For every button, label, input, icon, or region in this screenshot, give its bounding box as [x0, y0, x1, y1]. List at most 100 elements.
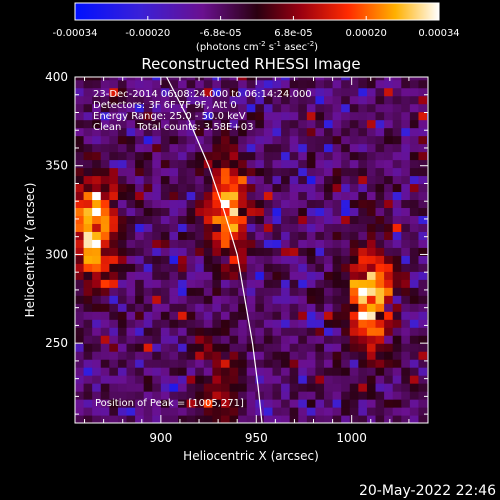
- heatmap-cell: [306, 119, 317, 129]
- heatmap-cell: [281, 247, 291, 256]
- heatmap-cell: [375, 359, 385, 368]
- heatmap-cell: [281, 231, 291, 240]
- heatmap-cell: [332, 407, 342, 416]
- heatmap-cell: [324, 335, 334, 344]
- heatmap-cell: [246, 415, 256, 423]
- heatmap-cell: [92, 319, 102, 328]
- heatmap-cell: [289, 95, 299, 105]
- heatmap-cell: [366, 135, 377, 145]
- heatmap-cell: [358, 311, 368, 320]
- peak-position-label: Position of Peak = [1005,271]: [95, 398, 244, 409]
- heatmap-cell: [332, 199, 342, 209]
- heatmap-cell: [306, 311, 317, 320]
- heatmap-cell: [109, 367, 119, 376]
- heatmap-cell: [358, 367, 368, 376]
- heatmap-cell: [349, 335, 359, 344]
- heatmap-cell: [272, 247, 282, 256]
- heatmap-cell: [281, 303, 291, 312]
- heatmap-cell: [409, 247, 420, 256]
- heatmap-cell: [409, 311, 420, 320]
- heatmap-cell: [117, 239, 128, 248]
- heatmap-cell: [83, 95, 93, 105]
- heatmap-cell: [246, 79, 256, 89]
- heatmap-cell: [220, 207, 231, 216]
- heatmap-cell: [375, 167, 385, 177]
- heatmap-cell: [220, 95, 231, 105]
- heatmap-cell: [126, 239, 136, 248]
- heatmap-cell: [341, 287, 351, 296]
- heatmap-cell: [195, 127, 205, 137]
- heatmap-cell: [289, 263, 299, 272]
- heatmap-cell: [203, 119, 213, 129]
- heatmap-cell: [255, 183, 265, 193]
- heatmap-cell: [92, 87, 102, 97]
- heatmap-cell: [324, 191, 334, 201]
- heatmap-cell: [341, 167, 351, 177]
- heatmap-cell: [392, 167, 402, 177]
- heatmap-cell: [332, 279, 342, 288]
- heatmap-cell: [178, 167, 188, 177]
- heatmap-cell: [212, 383, 222, 392]
- heatmap-cell: [255, 199, 265, 209]
- heatmap-cell: [83, 127, 93, 137]
- heatmap-cell: [109, 391, 119, 400]
- heatmap-cell: [409, 415, 420, 423]
- heatmap-cell: [272, 415, 282, 423]
- heatmap-cell: [83, 119, 93, 129]
- heatmap-cell: [358, 231, 368, 240]
- heatmap-cell: [409, 327, 420, 336]
- heatmap-cell: [143, 199, 153, 209]
- heatmap-cell: [135, 263, 145, 272]
- heatmap-cell: [324, 255, 334, 264]
- heatmap-cell: [212, 175, 222, 185]
- heatmap-cell: [195, 359, 205, 368]
- heatmap-cell: [315, 335, 325, 344]
- colorbar-unit-label: (photons cm-2 s-1 asec-2): [196, 40, 318, 53]
- heatmap-cell: [341, 295, 351, 304]
- heatmap-cell: [246, 151, 256, 161]
- heatmap-cell: [126, 391, 136, 400]
- heatmap-cell: [255, 77, 265, 81]
- heatmap-cell: [178, 135, 188, 145]
- heatmap-cell: [263, 159, 274, 169]
- heatmap-cell: [332, 239, 342, 248]
- heatmap-cell: [238, 359, 248, 368]
- heatmap-cell: [332, 95, 342, 105]
- heatmap-cell: [100, 247, 110, 256]
- heatmap-cell: [169, 383, 179, 392]
- heatmap-cell: [409, 359, 420, 368]
- heatmap-cell: [281, 77, 291, 81]
- heatmap-cell: [418, 87, 428, 97]
- heatmap-cell: [109, 191, 119, 201]
- heatmap-cell: [143, 87, 153, 97]
- heatmap-cell: [160, 215, 171, 224]
- heatmap-cell: [418, 79, 428, 89]
- heatmap-cell: [272, 215, 282, 224]
- heatmap-cell: [418, 311, 428, 320]
- heatmap-cell: [306, 343, 317, 352]
- heatmap-cell: [203, 367, 213, 376]
- heatmap-cell: [143, 295, 153, 304]
- heatmap-cell: [366, 215, 377, 224]
- heatmap-cell: [409, 263, 420, 272]
- heatmap-cell: [306, 367, 317, 376]
- heatmap-cell: [186, 95, 196, 105]
- heatmap-cell: [263, 103, 274, 113]
- heatmap-cell: [409, 375, 420, 384]
- heatmap-cell: [298, 367, 308, 376]
- heatmap-cell: [92, 383, 102, 392]
- heatmap-cell: [109, 247, 119, 256]
- heatmap-cell: [272, 223, 282, 232]
- heatmap-cell: [203, 319, 213, 328]
- colorbar-tick-label: 0.00034: [418, 28, 459, 39]
- heatmap-cell: [178, 263, 188, 272]
- heatmap-cell: [238, 343, 248, 352]
- heatmap-cell: [246, 383, 256, 392]
- heatmap-cell: [255, 383, 265, 392]
- heatmap-cell: [238, 151, 248, 161]
- heatmap-cell: [392, 77, 402, 81]
- heatmap-cell: [401, 175, 411, 185]
- heatmap-cell: [152, 295, 162, 304]
- heatmap-cell: [409, 383, 420, 392]
